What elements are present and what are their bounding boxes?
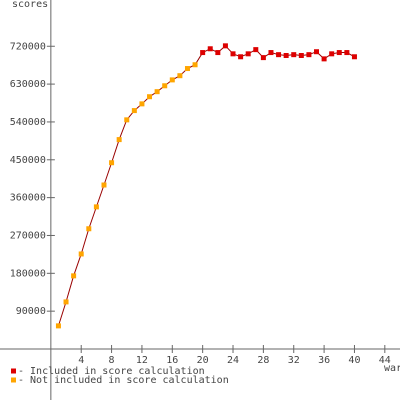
point — [124, 117, 130, 123]
point — [147, 94, 153, 100]
x-tick-label: 24 — [227, 355, 239, 366]
point — [298, 53, 304, 59]
x-tick-label: 28 — [257, 355, 269, 366]
x-tick-label: 8 — [109, 355, 115, 366]
series-line — [57, 64, 196, 327]
y-tick-label: 630000 — [10, 79, 46, 90]
point — [215, 50, 221, 56]
y-axis-label: scores — [12, 0, 48, 10]
point — [230, 51, 236, 57]
point — [86, 226, 92, 232]
y-tick-label: 360000 — [10, 193, 46, 204]
point — [162, 83, 168, 89]
point — [131, 108, 137, 114]
x-tick-label: 4 — [78, 355, 84, 366]
point — [116, 137, 122, 143]
legend-marker — [11, 368, 16, 374]
y-tick-label: 450000 — [10, 155, 46, 166]
x-axis-label: war — [384, 363, 400, 374]
x-tick-label: 12 — [136, 355, 148, 366]
point — [253, 47, 259, 53]
point — [260, 55, 266, 61]
point — [63, 299, 69, 305]
legend-label: - Not included in score calculation — [18, 375, 229, 386]
y-tick-label: 720000 — [10, 41, 46, 52]
legend-label: - Included in score calculation — [18, 366, 205, 377]
y-tick-label: 90000 — [16, 306, 46, 317]
point — [78, 251, 84, 257]
x-tick-label: 36 — [318, 355, 330, 366]
x-tick-label: 20 — [197, 355, 209, 366]
point — [154, 89, 160, 95]
point — [245, 51, 251, 57]
y-tick-label: 180000 — [10, 268, 46, 279]
point — [268, 50, 274, 56]
point — [336, 50, 342, 56]
x-tick-label: 32 — [288, 355, 300, 366]
point — [101, 182, 107, 188]
x-tick-label: 44 — [379, 355, 391, 366]
point — [55, 323, 61, 329]
point — [207, 46, 213, 52]
point — [329, 51, 335, 57]
point — [192, 62, 198, 68]
point — [321, 56, 327, 62]
point — [93, 204, 99, 210]
y-tick-label: 270000 — [10, 230, 46, 241]
x-tick-label: 40 — [348, 355, 360, 366]
point — [276, 52, 282, 58]
point — [306, 52, 312, 58]
point — [177, 73, 183, 79]
point — [109, 160, 115, 166]
point — [344, 50, 350, 56]
point — [283, 53, 289, 59]
point — [200, 50, 206, 56]
point — [238, 54, 244, 60]
point — [169, 77, 175, 83]
point — [314, 49, 320, 55]
y-tick-label: 540000 — [10, 117, 46, 128]
point — [139, 101, 145, 107]
point — [222, 43, 228, 49]
point — [71, 273, 77, 279]
point — [351, 54, 357, 60]
x-tick-label: 16 — [166, 355, 178, 366]
point — [291, 52, 297, 58]
point — [184, 66, 190, 72]
legend-marker — [11, 377, 16, 383]
